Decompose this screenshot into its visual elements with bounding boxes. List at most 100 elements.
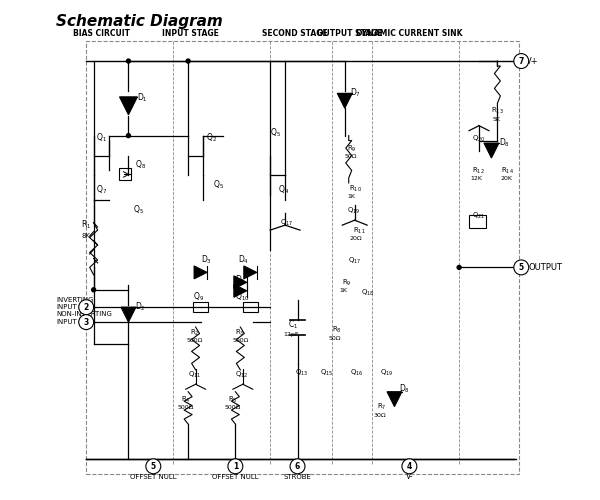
Circle shape xyxy=(79,314,94,330)
Circle shape xyxy=(514,260,529,275)
Text: D$_8$: D$_8$ xyxy=(499,136,510,149)
Text: Q$_1$: Q$_1$ xyxy=(96,132,107,144)
Polygon shape xyxy=(337,94,352,108)
Text: INPUT STAGE: INPUT STAGE xyxy=(162,29,219,38)
Text: Q$_{12}$: Q$_{12}$ xyxy=(235,370,248,380)
Text: D$_8$: D$_8$ xyxy=(400,382,410,395)
Text: D$_5$: D$_5$ xyxy=(235,274,246,286)
Circle shape xyxy=(127,59,130,63)
Text: DYNAMIC CURRENT SINK: DYNAMIC CURRENT SINK xyxy=(356,29,463,38)
Text: INPUT: INPUT xyxy=(56,304,77,310)
Circle shape xyxy=(228,459,243,474)
Text: R$_{14}$: R$_{14}$ xyxy=(502,166,514,176)
Text: 1K: 1K xyxy=(347,194,355,199)
Text: Q$_{21}$: Q$_{21}$ xyxy=(472,210,485,221)
Text: OUTPUT: OUTPUT xyxy=(529,263,563,272)
Text: OFFSET NULL: OFFSET NULL xyxy=(130,474,176,480)
Circle shape xyxy=(79,300,94,314)
Text: OUTPUT STAGE: OUTPUT STAGE xyxy=(317,29,383,38)
Text: Q$_5$: Q$_5$ xyxy=(213,179,224,192)
Text: R$_8$: R$_8$ xyxy=(332,325,342,335)
Text: Q$_{17}$: Q$_{17}$ xyxy=(348,256,362,266)
Polygon shape xyxy=(484,143,499,158)
Text: STROBE: STROBE xyxy=(284,474,311,480)
Text: R$_1$: R$_1$ xyxy=(81,218,91,231)
Text: 3: 3 xyxy=(83,318,89,326)
Text: OFFSET NULL: OFFSET NULL xyxy=(212,474,259,480)
Bar xyxy=(469,215,487,228)
Text: 2: 2 xyxy=(83,302,89,312)
Text: 500Ω: 500Ω xyxy=(187,338,203,343)
Circle shape xyxy=(146,459,161,474)
Text: Q$_5$: Q$_5$ xyxy=(270,126,281,139)
Text: NON-INVERTING: NON-INVERTING xyxy=(56,310,112,316)
Text: Q$_2$: Q$_2$ xyxy=(206,132,217,144)
Text: SECOND STAGE: SECOND STAGE xyxy=(262,29,328,38)
Text: Schematic Diagram: Schematic Diagram xyxy=(56,14,223,29)
Text: 6: 6 xyxy=(295,462,300,471)
Text: BIAS CIRCUIT: BIAS CIRCUIT xyxy=(73,29,130,38)
Text: Q$_{10}$: Q$_{10}$ xyxy=(235,290,250,303)
Text: 5: 5 xyxy=(151,462,156,471)
Text: D$_4$: D$_4$ xyxy=(238,254,249,266)
Text: R$_9$: R$_9$ xyxy=(347,144,357,154)
Text: V-: V- xyxy=(406,472,413,480)
Text: 7: 7 xyxy=(518,56,524,66)
Circle shape xyxy=(514,54,529,68)
Text: R$_{11}$: R$_{11}$ xyxy=(353,226,365,236)
Text: Q$_9$: Q$_9$ xyxy=(193,290,204,303)
Text: 5: 5 xyxy=(519,263,524,272)
Text: Q$_5$: Q$_5$ xyxy=(133,204,145,216)
Circle shape xyxy=(127,134,130,138)
Text: Q$_{11}$: Q$_{11}$ xyxy=(188,370,202,380)
Text: R$_{13}$: R$_{13}$ xyxy=(491,106,504,117)
Text: R$_5$: R$_5$ xyxy=(228,394,238,405)
Text: 30Ω: 30Ω xyxy=(374,412,386,418)
Text: 8K: 8K xyxy=(81,232,90,238)
Text: 12pF: 12pF xyxy=(283,332,299,336)
Text: 50Ω: 50Ω xyxy=(329,336,341,342)
Polygon shape xyxy=(121,307,136,322)
Polygon shape xyxy=(194,266,207,279)
Text: D$_3$: D$_3$ xyxy=(200,254,212,266)
Text: Q$_{17}$: Q$_{17}$ xyxy=(280,218,293,228)
Text: 20K: 20K xyxy=(501,176,513,182)
Text: D$_2$: D$_2$ xyxy=(135,300,146,313)
Text: C$_1$: C$_1$ xyxy=(287,318,298,330)
Text: R$_3$: R$_3$ xyxy=(235,328,245,338)
Circle shape xyxy=(402,459,417,474)
Bar xyxy=(193,302,208,312)
Text: Q$_4$: Q$_4$ xyxy=(278,184,289,196)
Text: Q$_{20}$: Q$_{20}$ xyxy=(472,134,485,144)
Text: V+: V+ xyxy=(526,56,539,66)
Text: R$_4$: R$_4$ xyxy=(181,394,190,405)
Text: D$_1$: D$_1$ xyxy=(137,92,148,104)
Polygon shape xyxy=(234,276,247,289)
Text: R$_{12}$: R$_{12}$ xyxy=(472,166,484,176)
Bar xyxy=(243,302,258,312)
Polygon shape xyxy=(119,97,137,115)
Text: 12K: 12K xyxy=(470,176,482,182)
Text: 5K: 5K xyxy=(493,116,500,121)
Text: 4: 4 xyxy=(407,462,412,471)
Circle shape xyxy=(457,266,461,270)
Text: Q$_{18}$: Q$_{18}$ xyxy=(361,288,374,298)
Text: Q$_{19}$: Q$_{19}$ xyxy=(380,368,393,378)
Polygon shape xyxy=(244,266,257,279)
Text: INPUT: INPUT xyxy=(56,318,77,324)
Text: 500Ω: 500Ω xyxy=(224,405,241,410)
Text: Q$_{15}$: Q$_{15}$ xyxy=(320,368,334,378)
Text: INVERTING: INVERTING xyxy=(56,297,94,303)
Text: Q$_{19}$: Q$_{19}$ xyxy=(347,206,361,216)
Text: Q$_{16}$: Q$_{16}$ xyxy=(350,368,363,378)
Text: 1: 1 xyxy=(233,462,238,471)
Text: 500Ω: 500Ω xyxy=(177,405,194,410)
Text: D$_7$: D$_7$ xyxy=(350,87,361,100)
Text: R$_{10}$: R$_{10}$ xyxy=(349,184,362,194)
Text: R$_9$: R$_9$ xyxy=(342,278,352,288)
Text: 500Ω: 500Ω xyxy=(232,338,249,343)
Circle shape xyxy=(186,59,190,63)
Text: 20Ω: 20Ω xyxy=(350,236,362,241)
Text: Q$_{13}$: Q$_{13}$ xyxy=(295,368,308,378)
Text: R$_7$: R$_7$ xyxy=(377,402,386,412)
